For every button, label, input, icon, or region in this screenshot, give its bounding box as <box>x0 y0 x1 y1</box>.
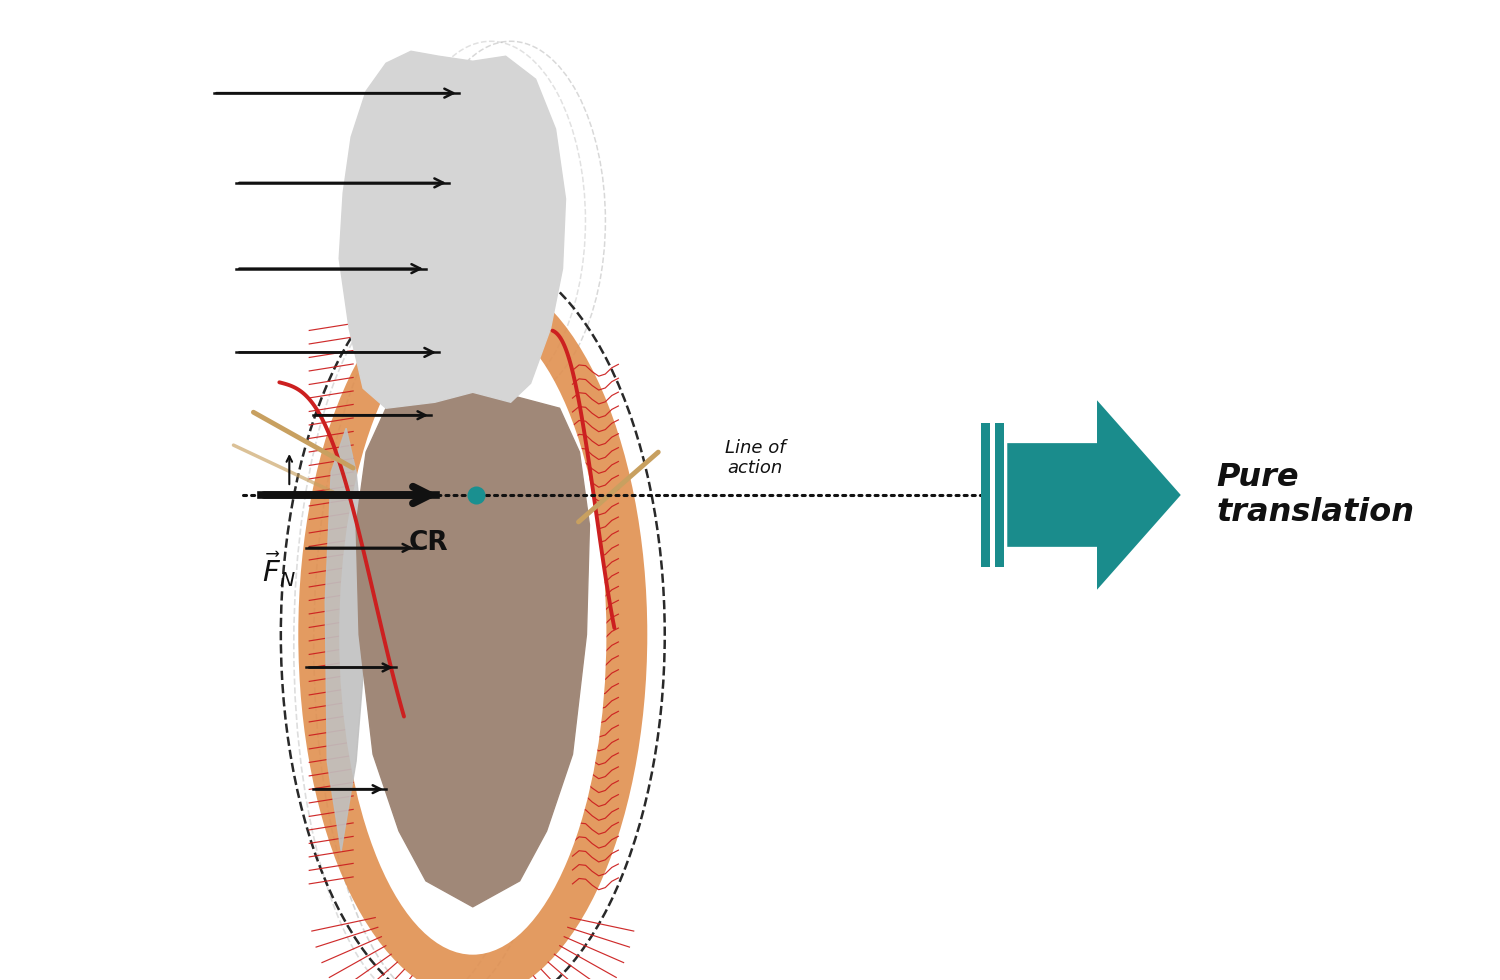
Text: $\vec{F}_N$: $\vec{F}_N$ <box>262 550 296 589</box>
Bar <box>996 423 1005 566</box>
Ellipse shape <box>298 270 648 980</box>
Bar <box>981 423 990 566</box>
Text: Pure
translation: Pure translation <box>1216 462 1414 528</box>
Polygon shape <box>356 392 590 906</box>
Polygon shape <box>339 51 566 409</box>
Text: CR: CR <box>410 530 448 556</box>
Polygon shape <box>1008 400 1180 590</box>
Ellipse shape <box>339 315 606 955</box>
Polygon shape <box>326 428 369 851</box>
Text: Line of
action: Line of action <box>724 439 786 477</box>
